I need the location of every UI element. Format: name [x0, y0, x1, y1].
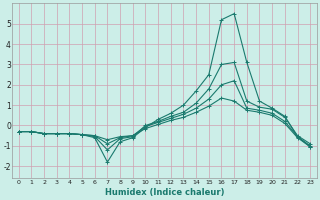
X-axis label: Humidex (Indice chaleur): Humidex (Indice chaleur)	[105, 188, 224, 197]
